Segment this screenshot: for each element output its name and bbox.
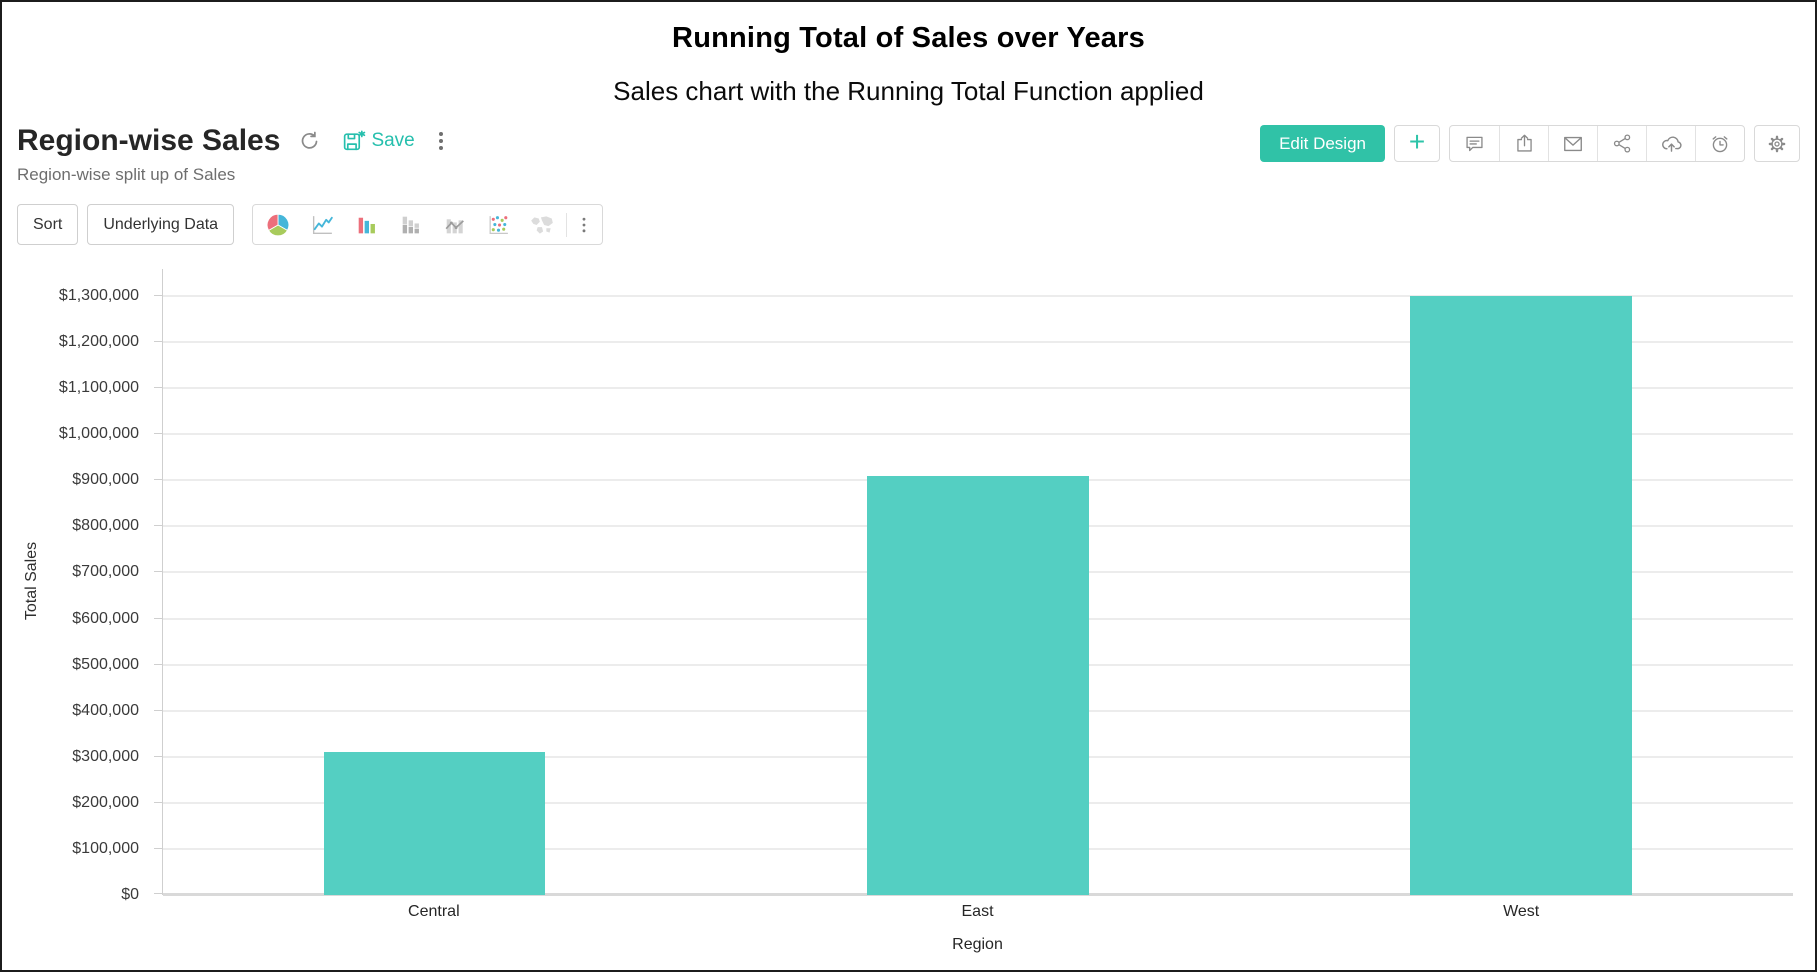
export-button[interactable] [1499,126,1548,161]
y-tick-label: $0 [121,886,139,903]
y-tick-label: $1,300,000 [58,286,139,304]
pie-chart-icon [266,213,290,236]
gridline [154,341,1793,344]
schedule-icon [1712,135,1728,152]
y-tick-label: $300,000 [72,747,139,765]
report-header: Region-wise Sales Save [2,124,1815,185]
share-icon [1613,134,1630,153]
refresh-button[interactable] [296,128,323,155]
refresh-icon [302,131,318,149]
cloud-upload-icon [1661,136,1682,152]
more-chart-types-button[interactable] [569,205,599,244]
stacked-bar-icon [402,216,419,234]
line-chart-button[interactable] [300,205,344,244]
export-icon [1516,134,1532,152]
underlying-data-button[interactable]: Underlying Data [87,204,235,245]
combo-chart-button[interactable] [432,205,476,244]
report-header-left: Region-wise Sales Save [17,124,449,185]
settings-button[interactable] [1754,125,1800,162]
share-actions-strip [1449,125,1745,162]
y-tick-label: $600,000 [72,609,139,627]
plus-icon: + [1408,126,1426,157]
chart-toolbar: Sort Underlying Data [2,204,1815,245]
gridline [154,433,1793,436]
x-axis-title: Region [952,936,1003,953]
y-tick-label: $900,000 [72,471,139,489]
bar-chart-icon [358,217,375,234]
report-title: Region-wise Sales [17,124,281,157]
bar-west[interactable] [1410,295,1633,895]
x-axis-labels: Central East West [162,903,1793,925]
stacked-bar-button[interactable] [388,205,432,244]
gridline [154,294,1793,297]
combo-chart-icon [445,219,464,234]
cloud-upload-button[interactable] [1646,126,1695,161]
y-tick-label: $800,000 [72,517,139,535]
save-icon [344,129,366,150]
save-label: Save [371,130,415,151]
sort-button[interactable]: Sort [17,204,79,245]
y-tick-label: $1,000,000 [58,425,139,443]
comment-button[interactable] [1450,126,1499,161]
page-head: Running Total of Sales over Years Sales … [2,2,1815,107]
kebab-icon [438,132,443,136]
bar-chart-button[interactable] [344,205,388,244]
x-tick-label: East [961,903,994,920]
chart-type-switcher [252,204,604,245]
add-button[interactable]: + [1394,125,1440,162]
report-description: Region-wise split up of Sales [17,165,236,184]
more-icon [582,217,586,232]
divider [566,212,568,237]
y-tick-label: $400,000 [72,701,139,719]
edit-design-button[interactable]: Edit Design [1260,125,1385,162]
schedule-button[interactable] [1695,126,1744,161]
y-tick-label: $1,100,000 [58,379,139,397]
y-axis-ticks: $0 $100,000 $200,000 $300,000 $400,000 $500,0… [2,269,152,903]
report-more-button[interactable] [433,129,449,153]
bar-central[interactable] [323,752,546,895]
line-chart-icon [312,216,333,235]
y-tick-label: $100,000 [72,839,139,857]
scatter-chart-icon [489,216,508,234]
map-chart-button[interactable] [520,205,564,244]
page-title: Running Total of Sales over Years [672,22,1145,54]
x-tick-label: West [1503,903,1540,920]
x-tick-label: Central [408,903,460,920]
settings-icon [1768,135,1786,152]
email-icon [1564,136,1582,151]
bar-east[interactable] [867,475,1089,895]
y-tick-label: $500,000 [72,655,139,673]
y-tick-label: $700,000 [72,563,139,581]
email-button[interactable] [1548,126,1597,161]
chart-container: Total Sales $0 $100,000 $200,000 $300,000 $4… [2,247,1815,959]
map-chart-icon [531,215,553,234]
plot-area [154,269,1793,896]
gridline [154,387,1793,390]
save-button[interactable]: Save [339,127,416,156]
page-subtitle: Sales chart with the Running Total Funct… [613,76,1204,106]
y-tick-label: $200,000 [72,793,139,811]
scatter-chart-button[interactable] [476,205,520,244]
share-button[interactable] [1597,126,1646,161]
y-tick-label: $1,200,000 [58,333,139,351]
pie-chart-button[interactable] [256,205,300,244]
report-header-actions: Edit Design + [1260,124,1800,162]
comment-icon [1466,136,1483,152]
